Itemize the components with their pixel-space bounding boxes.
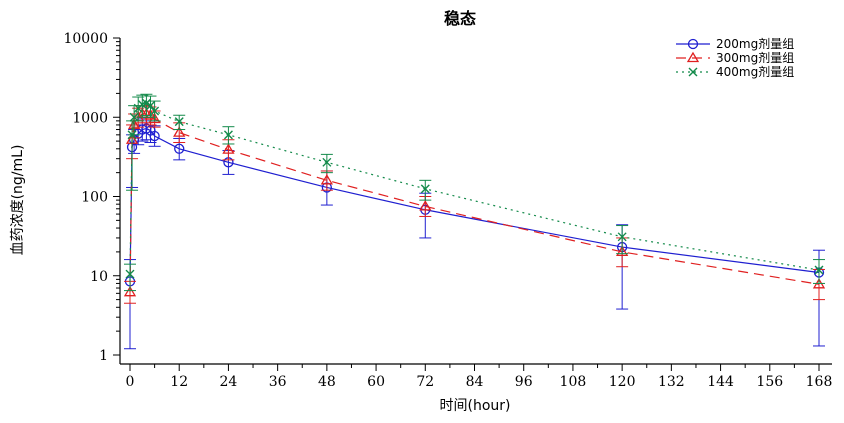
legend-item-1: 200mg剂量组	[676, 36, 794, 51]
series-3	[124, 93, 825, 292]
x-tick-label: 48	[318, 374, 336, 390]
x-tick-label: 132	[658, 374, 685, 390]
error-bar	[813, 259, 825, 284]
data-point	[174, 143, 185, 154]
y-tick-label: 10	[90, 269, 108, 285]
data-point	[222, 143, 235, 154]
x-marker-stroke	[322, 157, 332, 167]
x-marker-stroke	[617, 232, 627, 242]
legend-label: 200mg剂量组	[716, 36, 794, 51]
x-tick-label: 156	[756, 374, 783, 390]
chart-title: 稳态	[444, 9, 476, 28]
x-tick-label: 0	[126, 374, 135, 390]
legend-label: 400mg剂量组	[716, 64, 794, 79]
data-point	[123, 285, 137, 297]
error-bar	[419, 179, 432, 201]
data-point	[322, 157, 332, 167]
legend-label: 300mg剂量组	[716, 50, 794, 65]
y-tick-label: 10000	[63, 31, 108, 47]
x-marker-stroke	[129, 112, 139, 122]
x-tick-label: 24	[220, 374, 238, 390]
y-axis-title: 血药浓度(ng/mL)	[10, 145, 26, 256]
x-tick-label: 12	[170, 374, 188, 390]
legend-item-2: 300mg剂量组	[676, 50, 794, 65]
x-tick-label: 144	[707, 374, 734, 390]
x-axis-title: 时间(hour)	[440, 398, 511, 414]
series-line	[129, 113, 820, 293]
error-bar	[616, 225, 629, 255]
data-point	[419, 200, 432, 211]
axes: 0 12 24 36 48 60 72 84 96 108 120 132 144 156 168 1 10 10…	[63, 31, 832, 390]
data-point	[146, 101, 156, 111]
y-tick-label: 1000	[72, 110, 108, 126]
legend-item-3: 400mg剂量组	[676, 64, 794, 79]
x-marker-stroke	[146, 101, 156, 111]
x-tick-label: 36	[269, 374, 287, 390]
data-point	[617, 232, 627, 242]
series-1	[124, 116, 825, 350]
x-tick-label: 60	[367, 374, 385, 390]
data-point	[125, 269, 135, 279]
y-tick-label: 1	[99, 348, 108, 364]
x-marker-stroke	[125, 269, 135, 279]
x-marker-stroke	[814, 265, 824, 275]
data-point	[223, 130, 233, 140]
x-marker-stroke	[420, 184, 430, 194]
data-point	[814, 265, 824, 275]
data-point	[150, 106, 160, 116]
y-tick-label: 100	[81, 190, 108, 206]
data-point	[144, 109, 157, 120]
x-marker-stroke	[688, 67, 698, 77]
data-point	[149, 130, 160, 142]
x-tick-label: 120	[609, 374, 636, 390]
x-marker-stroke	[174, 117, 184, 127]
data-point	[616, 245, 629, 257]
x-marker-stroke	[150, 106, 160, 116]
x-tick-label: 168	[806, 374, 833, 390]
data-point	[174, 117, 184, 127]
series-line	[129, 102, 820, 275]
x-tick-label: 96	[515, 374, 533, 390]
error-bar	[320, 153, 333, 174]
data-point	[420, 184, 430, 194]
x-tick-label: 108	[560, 374, 587, 390]
error-bar	[124, 263, 136, 292]
x-tick-label: 72	[416, 374, 434, 390]
legend-marker	[686, 51, 700, 63]
data-point	[173, 126, 186, 137]
x-tick-label: 84	[466, 374, 484, 390]
data-point	[320, 174, 333, 185]
legend-marker	[687, 38, 699, 50]
data-point	[129, 112, 139, 122]
data-point	[148, 112, 161, 124]
legend-marker	[688, 67, 698, 77]
x-marker-stroke	[223, 130, 233, 140]
series-layer	[123, 93, 826, 350]
